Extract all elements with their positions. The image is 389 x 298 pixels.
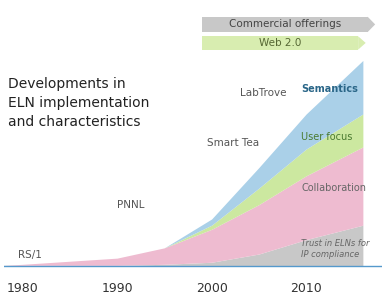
Text: RS/1: RS/1 [18,250,42,260]
Text: Trust in ELNs for
IP compliance: Trust in ELNs for IP compliance [301,239,370,259]
Text: Collaboration: Collaboration [301,183,366,193]
Text: LabTrove: LabTrove [240,89,286,98]
Text: Semantics: Semantics [301,84,358,94]
Text: Developments in
ELN implementation
and characteristics: Developments in ELN implementation and c… [8,77,150,129]
Bar [202,17,368,32]
Text: Smart Tea: Smart Tea [207,138,259,148]
Text: User focus: User focus [301,132,353,142]
Polygon shape [368,17,375,32]
Text: PNNL: PNNL [117,200,145,209]
Bar [202,36,358,50]
Text: Commercial offerings: Commercial offerings [229,19,341,30]
Polygon shape [358,36,366,50]
Text: Web 2.0: Web 2.0 [259,38,301,48]
